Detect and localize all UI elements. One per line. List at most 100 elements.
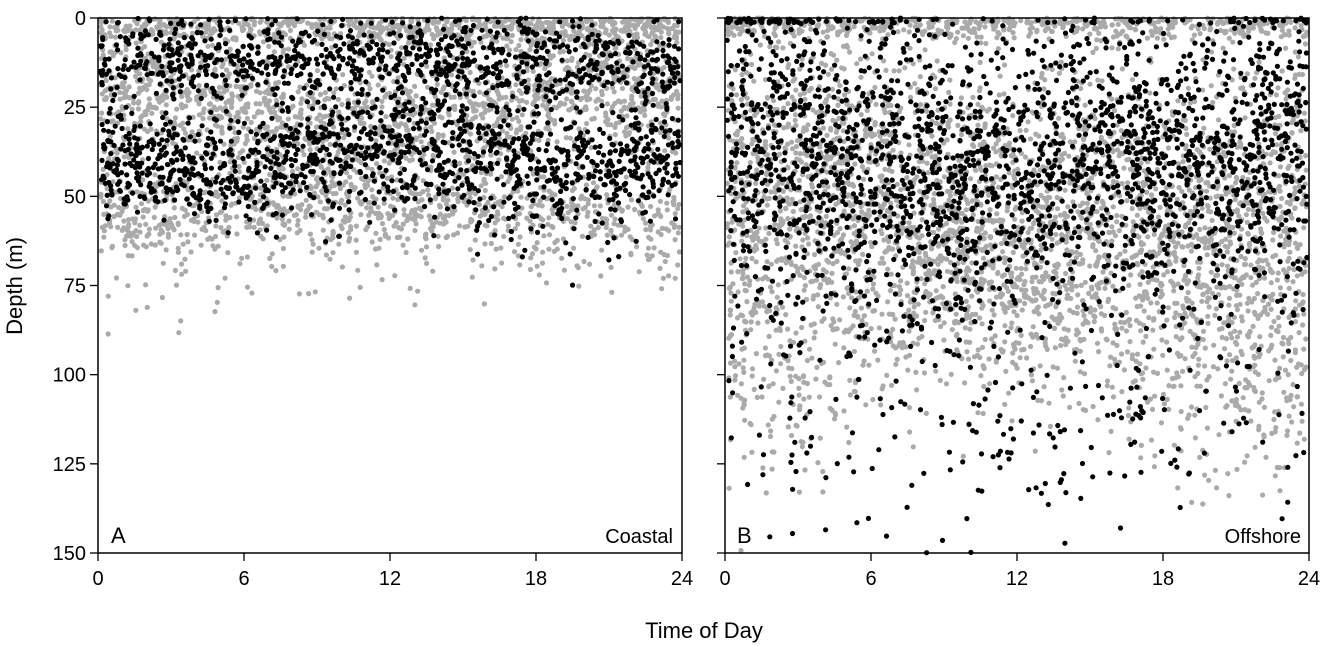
data-point-gray (191, 202, 197, 208)
data-point-black (479, 27, 485, 33)
data-point-black (350, 41, 356, 47)
data-point-black (610, 110, 616, 116)
data-point-gray (385, 211, 391, 217)
data-point-black (331, 56, 337, 62)
data-point-gray (608, 212, 615, 218)
data-point-gray (223, 56, 229, 62)
data-point-black (223, 108, 229, 114)
data-point-black (401, 166, 407, 173)
data-point-gray (373, 138, 379, 144)
data-point-gray (593, 86, 599, 92)
data-point-black (612, 51, 619, 57)
data-point-gray (323, 252, 329, 258)
data-point-black (198, 30, 204, 36)
data-point-gray (282, 221, 288, 227)
data-point-gray (623, 174, 629, 180)
data-point-black (105, 128, 112, 134)
data-point-black (192, 138, 198, 144)
data-point-black (347, 188, 353, 194)
data-point-black (309, 106, 316, 112)
data-point-gray (117, 89, 123, 96)
data-point-gray (451, 149, 457, 155)
data-point-gray (134, 21, 140, 27)
data-point-black (599, 103, 605, 109)
data-point-black (592, 49, 598, 55)
data-point-black (345, 115, 351, 121)
data-point-black (314, 156, 320, 162)
data-point-black (552, 203, 558, 209)
data-point-gray (478, 112, 484, 118)
data-point-gray (429, 128, 435, 135)
data-point-gray (550, 211, 556, 217)
data-point-gray (640, 216, 646, 222)
data-point-gray (267, 172, 273, 178)
data-point-gray (158, 227, 164, 233)
data-point-black (638, 135, 644, 141)
data-point-gray (321, 206, 328, 212)
data-point-gray (473, 114, 479, 120)
data-point-black (298, 71, 304, 77)
data-point-gray (398, 226, 404, 232)
data-point-gray (123, 47, 129, 53)
data-point-black (341, 41, 347, 47)
data-point-black (382, 66, 388, 73)
data-point-gray (357, 284, 363, 290)
data-point-black (650, 102, 656, 108)
data-point-gray (610, 85, 616, 91)
data-point-gray (289, 168, 296, 174)
data-point-gray (171, 227, 177, 233)
data-point-black (245, 59, 251, 65)
data-point-gray (121, 79, 127, 85)
data-point-black (177, 68, 183, 74)
data-point-black (363, 149, 369, 155)
data-point-black (519, 81, 525, 87)
data-point-gray (106, 156, 112, 162)
data-point-gray (599, 88, 605, 95)
data-point-gray (339, 197, 345, 203)
data-point-gray (280, 263, 286, 269)
data-point-black (191, 211, 198, 217)
data-point-black (458, 36, 465, 42)
data-point-black (418, 62, 425, 68)
data-point-gray (603, 224, 609, 230)
data-point-black (307, 90, 313, 96)
data-point-gray (172, 214, 178, 221)
data-point-gray (266, 43, 272, 50)
data-point-black (541, 194, 547, 200)
data-point-black (137, 193, 143, 199)
data-point-gray (99, 91, 105, 97)
data-point-black (431, 233, 437, 239)
data-point-gray (671, 202, 677, 208)
data-point-black (630, 59, 636, 65)
data-point-gray (637, 109, 644, 115)
data-point-black (379, 173, 386, 179)
data-point-black (149, 50, 155, 57)
data-point-black (491, 204, 497, 210)
data-point-gray (293, 212, 299, 218)
data-point-gray (413, 221, 419, 227)
data-point-black (338, 34, 344, 41)
data-point-black (323, 46, 329, 53)
data-point-black (122, 57, 128, 63)
data-point-gray (131, 242, 138, 248)
data-point-gray (423, 231, 429, 237)
data-point-black (307, 72, 313, 78)
data-point-black (111, 142, 117, 149)
data-point-gray (413, 191, 419, 197)
data-point-gray (418, 139, 424, 145)
data-point-gray (655, 229, 661, 235)
data-point-black (182, 145, 188, 151)
data-point-black (394, 67, 400, 74)
data-point-gray (335, 96, 341, 103)
data-point-gray (165, 226, 171, 232)
data-point-black (594, 61, 600, 67)
data-point-gray (244, 254, 250, 260)
data-point-gray (358, 120, 364, 126)
data-point-black (432, 214, 438, 220)
data-point-black (563, 162, 569, 168)
data-point-gray (264, 177, 270, 183)
data-point-black (117, 187, 123, 193)
data-point-gray (401, 207, 407, 213)
data-point-gray (599, 18, 605, 24)
data-point-black (365, 145, 371, 151)
